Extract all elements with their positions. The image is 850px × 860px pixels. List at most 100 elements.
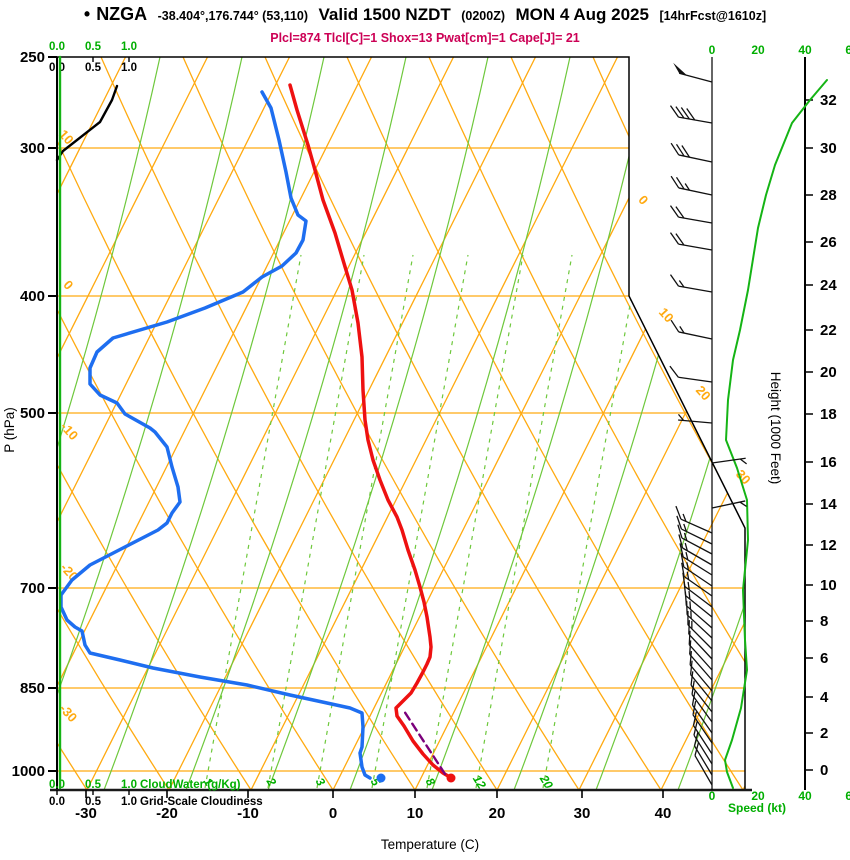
wind-barb-feather	[675, 106, 685, 119]
wind-barb-feather	[692, 711, 698, 726]
pressure-tick-label: 250	[20, 49, 45, 66]
dry-adiabat-line	[428, 57, 745, 790]
height-tick-label: 12	[820, 537, 837, 554]
wind-barb	[692, 700, 713, 744]
wind-barb-feather	[686, 108, 696, 121]
wind-barb-shaft	[682, 547, 713, 566]
station-coords: -38.404°,176.744° (53,110)	[157, 9, 309, 23]
wind-barb-shaft	[688, 644, 713, 671]
plot-outline	[57, 56, 746, 790]
moist-adiabat-line	[513, 57, 735, 790]
cloudwater-scale-label: 0.5	[85, 41, 102, 53]
wind-barb	[689, 660, 713, 702]
height-tick-label: 0	[820, 762, 828, 779]
wind-barb-shaft	[694, 755, 713, 786]
wind-barb-feather	[689, 640, 692, 655]
wind-barb-halffeather	[683, 523, 687, 532]
dry-adiabat-line	[510, 57, 745, 790]
moist-adiabat-line	[103, 57, 325, 790]
cloudwater-scale-label: 1.0	[121, 779, 137, 791]
chart-title: • NZGA -38.404°,176.744° (53,110) Valid 1…	[0, 4, 850, 25]
wind-barb-shaft	[688, 633, 713, 660]
wind-barb-feather	[675, 176, 685, 190]
height-tick-label: 16	[820, 454, 837, 471]
wind-barb-feather	[675, 206, 685, 219]
wind-barb	[691, 680, 713, 723]
wind-barb-shaft	[687, 624, 713, 650]
station-bullet: •	[83, 4, 91, 24]
temperature-tick-label: 10	[407, 805, 424, 822]
speed-tick-label: 20	[751, 789, 765, 803]
wind-barb-feather	[678, 534, 684, 549]
wind-barb	[669, 365, 713, 383]
wind-barb	[693, 732, 713, 776]
wind-barb	[688, 630, 713, 671]
cloudiness-scale-label: 0.5	[85, 62, 102, 74]
wind-barb-shaft	[685, 595, 713, 618]
wind-barb-feather	[669, 205, 680, 218]
pressure-tick-label: 700	[20, 580, 45, 597]
wind-barb-shaft	[692, 714, 713, 744]
isotherm-line	[57, 57, 291, 790]
wind-barb-halffeather	[678, 280, 685, 288]
valid-date: MON 4 Aug 2025	[515, 5, 649, 24]
dry-adiabat-line	[592, 57, 745, 790]
speed-tick-label: 40	[798, 43, 812, 57]
speed-tick-label: 20	[751, 43, 765, 57]
wind-barb-shaft	[690, 674, 713, 702]
wind-barb-feather	[691, 680, 695, 695]
wind-barb-shaft	[691, 704, 713, 734]
wind-barb-shaft	[678, 116, 713, 124]
mixing-ratio-line	[267, 254, 365, 789]
wind-barb-feather	[689, 650, 693, 666]
speed-axis-title: Speed (kt)	[728, 801, 786, 815]
valid-zulu: (0200Z)	[461, 9, 505, 23]
wind-barb-feather	[688, 630, 691, 645]
wind-barb	[689, 640, 713, 681]
height-tick-label: 28	[820, 187, 837, 204]
wind-barb-shaft	[691, 694, 713, 723]
isotherm-label: 10	[656, 305, 677, 326]
wind-barb-feather	[669, 232, 680, 245]
wind-barb-feather	[680, 553, 685, 568]
isotherm-line	[660, 57, 745, 790]
wind-barb	[685, 600, 713, 639]
pressure-tick-label: 400	[20, 288, 45, 305]
wind-barb-pennant	[673, 62, 687, 76]
wind-barb	[677, 413, 713, 424]
wind-barb-feather	[693, 732, 699, 747]
speed-tick-label: 40	[798, 789, 812, 803]
wind-barb	[669, 105, 713, 124]
wind-barb-shaft	[681, 537, 713, 555]
isotherm-line	[57, 57, 127, 790]
valid-time: Valid 1500 NZDT	[318, 5, 451, 24]
wind-barb-feather	[676, 515, 683, 530]
wind-barb-halffeather	[687, 581, 690, 590]
cloudwater-scale-label: 0.5	[85, 779, 102, 791]
height-tick-label: 22	[820, 322, 837, 339]
height-tick-label: 18	[820, 406, 837, 423]
wind-barb	[676, 515, 713, 545]
wind-barb-feather	[675, 233, 685, 246]
wind-barb	[670, 142, 713, 163]
height-tick-label: 6	[820, 650, 828, 667]
height-tick-label: 26	[820, 234, 837, 251]
wind-barb	[711, 457, 748, 465]
wind-barb-shaft	[689, 653, 713, 681]
wind-barb	[670, 319, 713, 340]
wind-barb-feather	[689, 660, 693, 675]
mixing-ratio-label: 20	[536, 772, 556, 792]
wind-barb-feather	[691, 691, 696, 706]
wind-barb-shaft	[678, 419, 713, 424]
mixing-ratio-line	[371, 254, 469, 789]
wind-barb	[673, 62, 713, 83]
sounding-curves	[55, 55, 828, 790]
wind-barb-halffeather	[685, 551, 689, 561]
wind-barb-halffeather	[688, 591, 691, 600]
wind-barb-feather	[670, 175, 680, 189]
temperature-curve	[288, 83, 450, 778]
dry-adiabat-line	[57, 57, 416, 790]
dry-adiabat-line	[57, 57, 170, 790]
